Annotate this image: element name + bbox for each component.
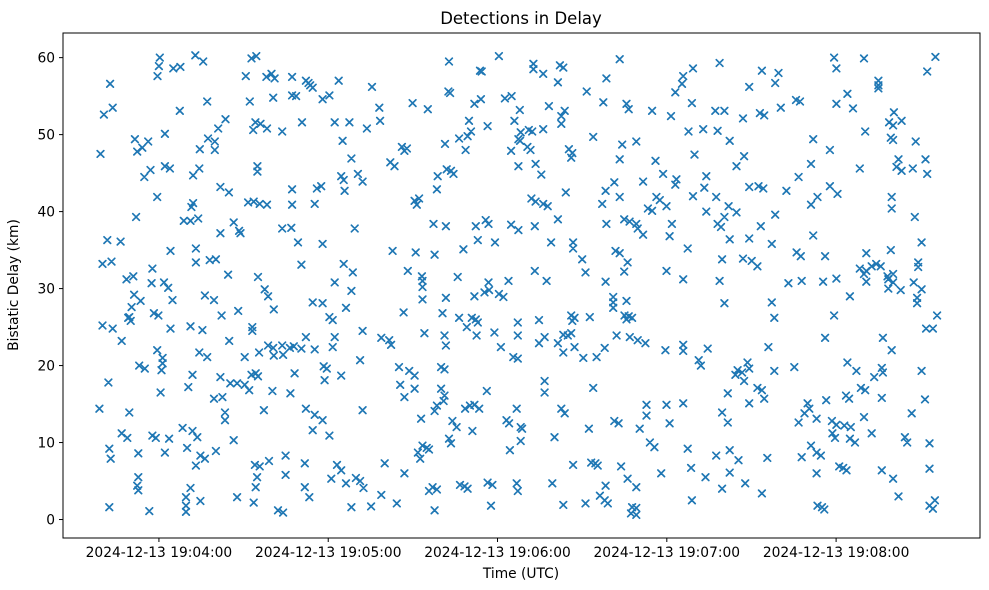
y-axis-ticks: 0 10 20 30 40 50 60	[37, 51, 63, 529]
x-tick-label: 2024-12-13 19:04:00	[86, 545, 233, 561]
scatter-points	[95, 51, 942, 520]
y-tick-label: 60	[37, 51, 55, 67]
y-tick-label: 50	[37, 128, 55, 144]
y-tick-label: 20	[37, 359, 55, 375]
x-tick-label: 2024-12-13 19:06:00	[424, 545, 571, 561]
y-axis-label: Bistatic Delay (km)	[6, 219, 22, 351]
y-tick-label: 40	[37, 205, 55, 221]
x-axis-ticks: 2024-12-13 19:04:00 2024-12-13 19:05:00 20…	[86, 538, 910, 561]
plot-frame	[62, 32, 981, 539]
chart-title: Detections in Delay	[440, 9, 602, 28]
x-axis-label: Time (UTC)	[482, 566, 559, 582]
x-tick-label: 2024-12-13 19:07:00	[594, 545, 741, 561]
scatter-markers	[95, 51, 942, 520]
y-tick-label: 0	[46, 513, 55, 529]
y-tick-label: 10	[37, 436, 55, 452]
x-tick-label: 2024-12-13 19:05:00	[255, 545, 402, 561]
x-tick-label: 2024-12-13 19:08:00	[763, 545, 910, 561]
y-tick-label: 30	[37, 282, 55, 298]
